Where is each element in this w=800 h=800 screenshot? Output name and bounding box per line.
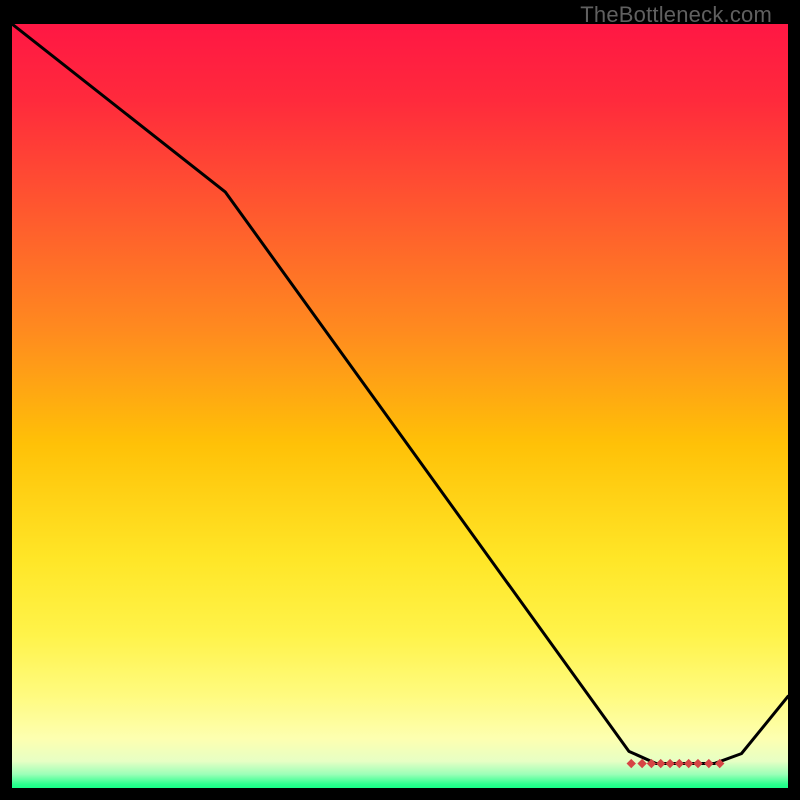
- bottleneck-chart: [12, 24, 788, 788]
- gradient-backdrop: [12, 24, 788, 788]
- chart-frame: TheBottleneck.com: [12, 0, 788, 788]
